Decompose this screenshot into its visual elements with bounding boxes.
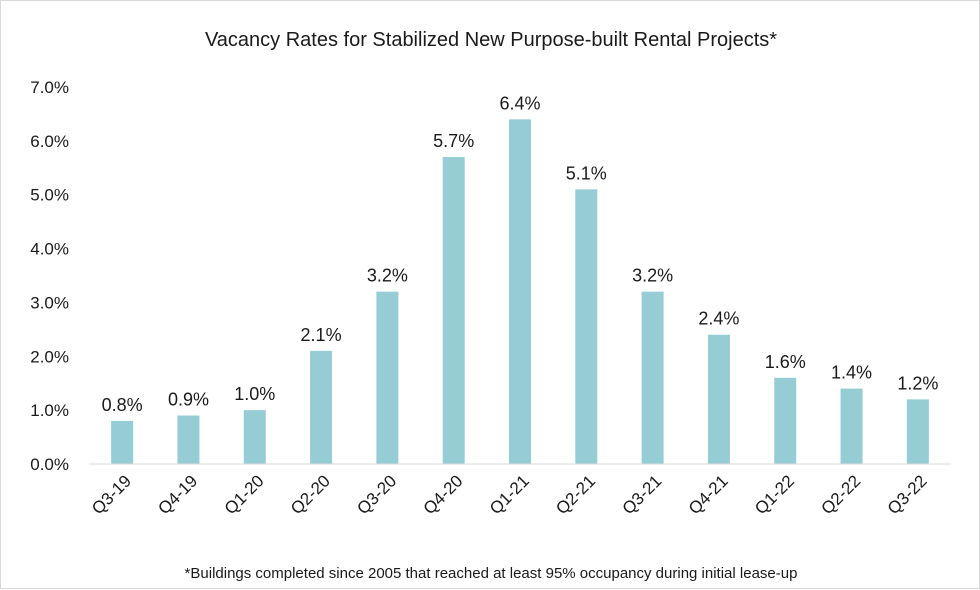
y-axis: 0.0% 1.0% 2.0% 3.0% 4.0% 5.0% 6.0% 7.0%: [30, 78, 69, 474]
bar-q1-21: [509, 119, 531, 465]
bar-q2-21: [575, 189, 598, 465]
y-tick-label: 1.0%: [30, 401, 69, 420]
data-label-q1-20: 1.0%: [234, 384, 275, 404]
x-tick-label: Q1-22: [751, 471, 798, 518]
data-label-q3-22: 1.2%: [897, 373, 938, 393]
chart-title: Vacancy Rates for Stabilized New Purpose…: [205, 29, 777, 51]
data-label-q2-22: 1.4%: [831, 363, 872, 383]
bar-q3-19: [111, 420, 134, 464]
y-tick-label: 6.0%: [30, 132, 69, 151]
bar-q3-20: [376, 291, 399, 464]
data-label-q2-20: 2.1%: [301, 325, 342, 345]
y-tick-label: 2.0%: [30, 347, 69, 366]
bars-group: [111, 119, 929, 465]
bar-q3-21: [641, 291, 664, 464]
data-label-q2-21: 5.1%: [566, 163, 607, 183]
y-tick-label: 4.0%: [30, 240, 69, 259]
x-tick-label: Q3-20: [353, 471, 400, 518]
bar-q1-22: [774, 377, 797, 464]
x-tick-label: Q2-21: [552, 471, 599, 518]
x-axis: Q3-19 Q4-19 Q1-20 Q2-20 Q3-20 Q4-20 Q1-21 Q2-21…: [88, 471, 931, 518]
data-label-q3-19: 0.8%: [102, 395, 143, 415]
x-tick-label: Q2-22: [818, 471, 865, 518]
data-label-q3-20: 3.2%: [367, 266, 408, 286]
x-tick-label: Q3-21: [619, 471, 666, 518]
data-label-q3-21: 3.2%: [632, 266, 673, 286]
data-labels-group: 0.8% 0.9% 1.0% 2.1% 3.2% 5.7% 6.4% 5.1% 3.2% 2.4%…: [102, 93, 939, 415]
bar-q4-19: [177, 415, 200, 464]
x-tick-label: Q4-19: [154, 471, 201, 518]
bar-q2-22: [840, 388, 863, 464]
bar-q1-20: [243, 410, 266, 464]
chart-footnote: *Buildings completed since 2005 that rea…: [185, 565, 798, 582]
bar-q3-22: [906, 399, 929, 464]
x-tick-label: Q4-21: [685, 471, 732, 518]
y-tick-label: 5.0%: [30, 186, 69, 205]
data-label-q1-22: 1.6%: [765, 352, 806, 372]
y-tick-label: 3.0%: [30, 293, 69, 312]
x-tick-label: Q3-19: [88, 471, 135, 518]
data-label-q4-21: 2.4%: [698, 309, 739, 329]
x-tick-label: Q1-20: [221, 471, 268, 518]
x-tick-label: Q1-21: [486, 471, 533, 518]
x-tick-label: Q3-22: [884, 471, 931, 518]
data-label-q4-19: 0.9%: [168, 390, 209, 410]
bar-q2-20: [310, 350, 333, 464]
x-tick-label: Q2-20: [287, 471, 334, 518]
y-tick-label: 7.0%: [30, 78, 69, 97]
bar-q4-21: [707, 334, 730, 464]
x-tick-label: Q4-20: [420, 471, 467, 518]
y-tick-label: 0.0%: [30, 455, 69, 474]
data-label-q1-21: 6.4%: [499, 93, 540, 113]
data-label-q4-20: 5.7%: [433, 131, 474, 151]
bar-q4-20: [442, 157, 465, 464]
